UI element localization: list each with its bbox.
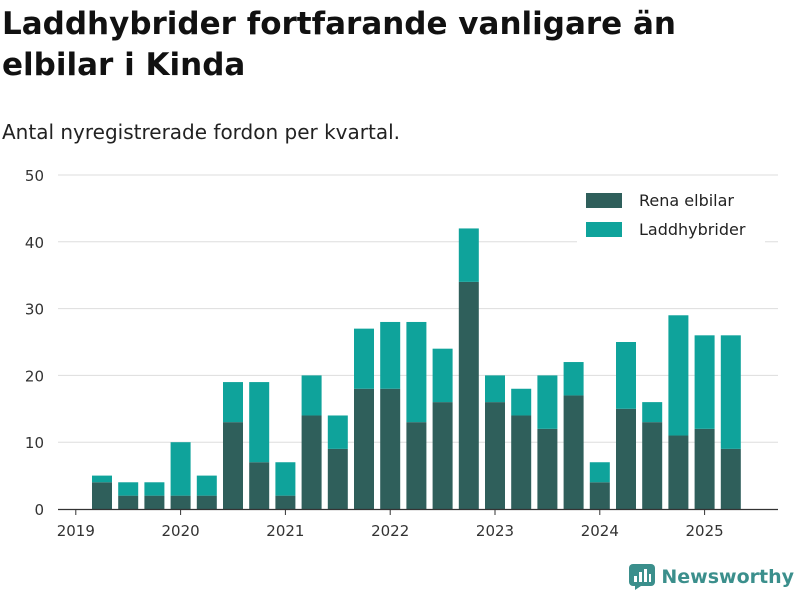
bar-laddhybrider bbox=[92, 475, 112, 483]
bar-rena-elbilar bbox=[249, 462, 270, 509]
bar-laddhybrider bbox=[642, 402, 663, 423]
bar-laddhybrider bbox=[458, 228, 479, 282]
bar-laddhybrider bbox=[432, 348, 453, 403]
bar-laddhybrider bbox=[275, 462, 296, 496]
y-tick-label: 20 bbox=[25, 367, 44, 385]
bar-rena-elbilar bbox=[354, 388, 374, 509]
bar-rena-elbilar bbox=[380, 388, 401, 509]
legend: Rena elbilar Laddhybrider bbox=[577, 185, 765, 243]
legend-label: Rena elbilar bbox=[639, 191, 734, 210]
bar-rena-elbilar bbox=[275, 495, 296, 509]
legend-swatch-laddhybrider bbox=[586, 222, 622, 237]
bar-rena-elbilar bbox=[432, 402, 453, 509]
bar-rena-elbilar bbox=[118, 495, 139, 509]
bar-laddhybrider bbox=[668, 315, 689, 436]
bar-rena-elbilar bbox=[694, 428, 715, 509]
x-tick-label: 2024 bbox=[581, 522, 619, 540]
bar-rena-elbilar bbox=[196, 495, 217, 509]
bar-rena-elbilar bbox=[537, 428, 558, 509]
bar-laddhybrider bbox=[537, 375, 558, 429]
bar-laddhybrider bbox=[301, 375, 322, 416]
chart-title: Laddhybrider fortfarande vanligare än el… bbox=[2, 6, 676, 83]
y-tick-label: 40 bbox=[25, 234, 44, 252]
brand-logo: Newsworthy bbox=[629, 564, 794, 590]
legend-swatch-rena-elbilar bbox=[586, 193, 622, 208]
bar-rena-elbilar bbox=[170, 495, 191, 509]
bar-rena-elbilar bbox=[223, 422, 243, 509]
bar-rena-elbilar bbox=[589, 482, 610, 509]
bar-rena-elbilar bbox=[485, 402, 505, 509]
y-tick-label: 10 bbox=[25, 434, 44, 452]
bar-rena-elbilar bbox=[720, 448, 741, 509]
bar-laddhybrider bbox=[380, 321, 401, 389]
bar-rena-elbilar bbox=[668, 435, 689, 509]
legend-label: Laddhybrider bbox=[639, 220, 746, 239]
bar-rena-elbilar bbox=[301, 415, 322, 509]
x-tick-label: 2022 bbox=[371, 522, 409, 540]
bar-laddhybrider bbox=[170, 442, 191, 496]
bar-rena-elbilar bbox=[458, 281, 479, 509]
bar-rena-elbilar bbox=[642, 422, 663, 509]
bar-laddhybrider bbox=[616, 342, 636, 409]
bar-laddhybrider bbox=[720, 335, 741, 449]
x-tick-label: 2019 bbox=[57, 522, 95, 540]
bar-laddhybrider bbox=[249, 382, 270, 463]
bar-rena-elbilar bbox=[327, 448, 348, 509]
newsworthy-logo-icon bbox=[629, 564, 656, 590]
x-tick-label: 2020 bbox=[162, 522, 200, 540]
x-tick-label: 2021 bbox=[266, 522, 304, 540]
y-tick-label: 30 bbox=[25, 301, 44, 319]
bar-laddhybrider bbox=[223, 382, 243, 423]
bar-rena-elbilar bbox=[144, 495, 165, 509]
bar-laddhybrider bbox=[406, 321, 427, 423]
bar-laddhybrider bbox=[327, 415, 348, 449]
bar-laddhybrider bbox=[144, 482, 165, 496]
bar-laddhybrider bbox=[118, 482, 139, 496]
bar-rena-elbilar bbox=[616, 408, 636, 509]
y-tick-label: 0 bbox=[34, 501, 44, 519]
chart-subtitle: Antal nyregistrerade fordon per kvartal. bbox=[2, 120, 401, 144]
bar-laddhybrider bbox=[354, 328, 374, 389]
bar-laddhybrider bbox=[694, 335, 715, 429]
bar-rena-elbilar bbox=[563, 395, 584, 509]
y-tick-label: 50 bbox=[25, 167, 44, 185]
bar-laddhybrider bbox=[511, 388, 532, 416]
brand-name: Newsworthy bbox=[661, 566, 794, 588]
x-axis: 2019 2020 2021 2022 2023 2024 2025 bbox=[57, 508, 778, 540]
bar-rena-elbilar bbox=[406, 422, 427, 509]
x-tick-label: 2025 bbox=[686, 522, 724, 540]
bar-laddhybrider bbox=[485, 375, 505, 403]
bar-laddhybrider bbox=[563, 362, 584, 396]
bars bbox=[92, 228, 741, 509]
bar-laddhybrider bbox=[589, 462, 610, 483]
y-axis-ticks: 0 10 20 30 40 50 bbox=[25, 167, 44, 519]
x-tick-label: 2023 bbox=[476, 522, 514, 540]
bar-rena-elbilar bbox=[511, 415, 532, 509]
bar-rena-elbilar bbox=[92, 482, 112, 509]
bar-laddhybrider bbox=[196, 475, 217, 496]
